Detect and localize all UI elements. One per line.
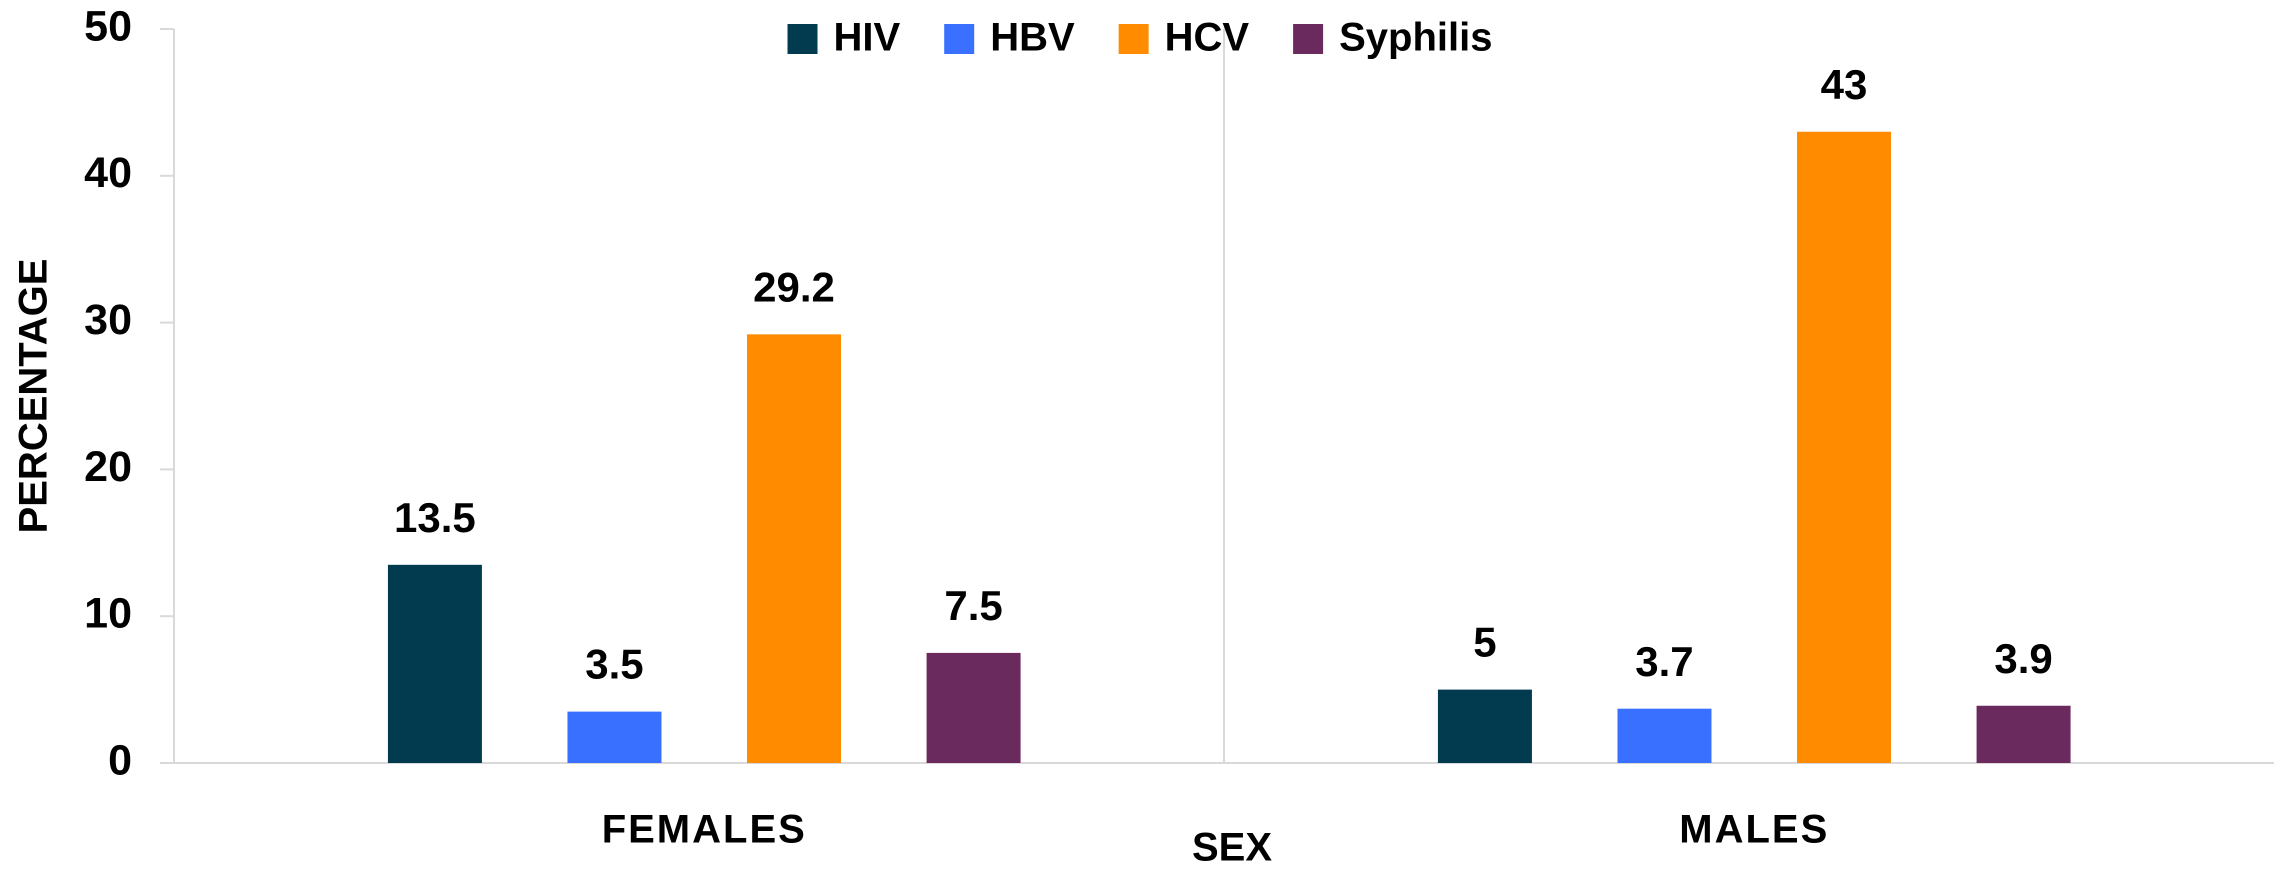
y-tick-label: 50 [84,2,132,50]
bar [1437,689,1532,763]
legend-label: Syphilis [1339,16,1492,60]
data-label: 3.9 [1994,635,2052,682]
data-label: 29.2 [753,263,835,310]
legend-swatch [1293,24,1324,54]
legend-swatch [1118,24,1149,54]
y-tick-label: 0 [108,736,132,784]
y-axis-title: PERCENTAGE [12,259,56,534]
x-tick-label: MALES [1679,808,1829,852]
x-tick-label: FEMALES [602,808,807,852]
data-label: 7.5 [944,582,1002,629]
y-tick-label: 20 [84,443,132,491]
data-label: 43 [1821,61,1868,108]
x-axis-title: SEX [1192,826,1272,870]
bar [747,334,842,763]
bar [1797,131,1892,763]
data-label: 3.5 [585,641,643,688]
y-tick-label: 10 [84,590,132,638]
data-label: 5 [1473,619,1496,666]
bar [1976,705,2071,763]
legend-swatch [944,24,975,54]
y-tick-label: 30 [84,296,132,344]
data-label: 3.7 [1635,638,1693,685]
bar [567,711,662,763]
bar [1617,708,1712,763]
legend-swatch [787,24,818,54]
bar [926,652,1021,763]
legend-label: HIV [834,16,901,60]
data-label: 13.5 [394,494,476,541]
y-tick-label: 40 [84,149,132,197]
legend-label: HBV [990,16,1075,60]
bar [387,564,482,763]
legend-label: HCV [1165,16,1250,60]
